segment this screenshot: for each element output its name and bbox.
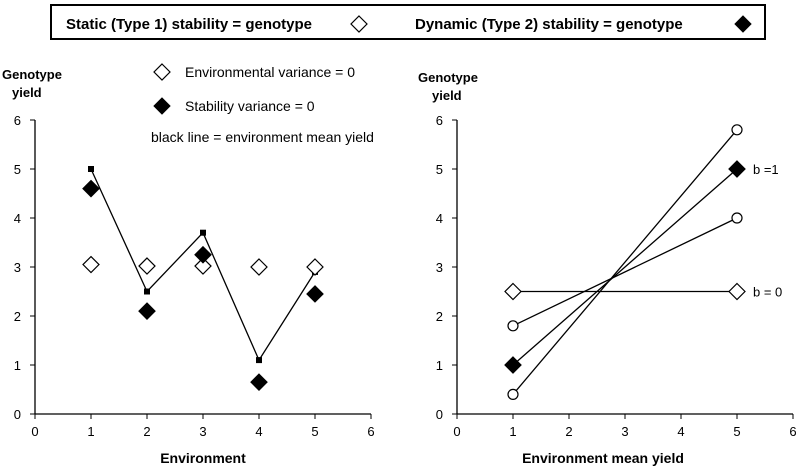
right-series-line — [512, 129, 738, 395]
right-data-point — [507, 320, 519, 332]
top-legend-box: Static (Type 1) stability = genotype Dyn… — [50, 4, 766, 40]
right-y-tick-label: 5 — [436, 162, 443, 177]
right-ylabel-line2: yield — [432, 88, 462, 103]
left-data-point — [82, 179, 100, 198]
left-data-point — [88, 166, 94, 172]
left-y-tick-label: 4 — [14, 211, 21, 226]
right-series-line — [512, 168, 738, 366]
right-data-point — [728, 160, 746, 178]
right-series-0: b = 0 — [504, 282, 782, 301]
right-series-label: b =1 — [753, 162, 779, 177]
right-x-tick-label: 5 — [733, 424, 740, 439]
left-x-tick-label: 1 — [87, 424, 94, 439]
right-x-tick-label: 2 — [565, 424, 572, 439]
left-y-tick-label: 0 — [14, 407, 21, 422]
right-x-tick-label: 6 — [789, 424, 796, 439]
left-data-point — [250, 258, 268, 276]
left-data-point — [138, 302, 156, 320]
right-data-point — [731, 212, 743, 224]
right-data-point — [504, 356, 522, 374]
right-y-tick-label: 6 — [436, 113, 443, 128]
right-x-tick-label: 1 — [509, 424, 516, 439]
left-data-point — [82, 255, 100, 274]
left-x-tick-label: 5 — [311, 424, 318, 439]
left-data-point — [194, 257, 212, 275]
left-x-tick-label: 2 — [143, 424, 150, 439]
legend-static-label: Static (Type 1) stability = genotype — [66, 16, 313, 33]
right-x-tick-label: 0 — [453, 424, 460, 439]
right-data-point — [504, 282, 522, 301]
left-data-point — [144, 288, 150, 295]
right-series-2 — [507, 124, 743, 400]
left-y-tick-label: 5 — [14, 162, 21, 177]
left-x-tick-label: 4 — [255, 424, 262, 439]
right-series-1: b =1 — [504, 160, 779, 374]
left-y-tick-label: 2 — [14, 309, 21, 324]
right-y-tick-label: 4 — [436, 211, 443, 226]
right-data-point — [731, 124, 743, 136]
right-y-tick-label: 1 — [436, 358, 443, 373]
left-x-tick-label: 6 — [367, 424, 374, 439]
left-ylabel-line2: yield — [12, 85, 42, 100]
inset-open-diamond-icon — [153, 63, 171, 81]
right-y-tick-label: 0 — [436, 407, 443, 422]
inset-env-variance-label: Environmental variance = 0 — [185, 64, 355, 80]
left-ylabel-line1: Genotype — [2, 67, 62, 82]
right-series-line — [512, 217, 738, 327]
left-data-point — [256, 357, 262, 364]
left-data-point — [250, 373, 268, 391]
legend-open-diamond-icon — [350, 15, 368, 33]
left-series-1 — [82, 255, 324, 276]
inset-line-note: black line = environment mean yield — [151, 129, 374, 145]
right-y-tick-label: 2 — [436, 309, 443, 324]
left-xlabel: Environment — [160, 450, 246, 466]
right-data-point — [507, 388, 519, 400]
left-data-point — [306, 285, 324, 303]
right-series-3 — [507, 212, 743, 332]
left-y-tick-label: 1 — [14, 358, 21, 373]
right-series-label: b = 0 — [753, 285, 782, 300]
right-y-tick-label: 3 — [436, 260, 443, 275]
chart-environment: Genotype yield Environment Environmental… — [2, 63, 375, 466]
right-ylabel-line1: Genotype — [418, 70, 478, 85]
inset-filled-diamond-icon — [153, 97, 171, 115]
left-data-point — [306, 258, 324, 276]
right-xlabel: Environment mean yield — [522, 450, 684, 466]
right-data-point — [728, 282, 746, 301]
legend-filled-diamond-icon — [734, 15, 752, 33]
inset-stab-variance-label: Stability variance = 0 — [185, 98, 315, 114]
left-y-tick-label: 6 — [14, 113, 21, 128]
right-x-tick-label: 4 — [677, 424, 684, 439]
legend-dynamic-label: Dynamic (Type 2) stability = genotype — [415, 16, 683, 33]
right-x-tick-label: 3 — [621, 424, 628, 439]
left-x-tick-label: 3 — [199, 424, 206, 439]
left-y-tick-label: 3 — [14, 260, 21, 275]
left-data-point — [138, 257, 156, 275]
left-series-2 — [82, 179, 324, 391]
left-x-tick-label: 0 — [31, 424, 38, 439]
chart-environment-mean-yield: Genotype yield Environment mean yield 0 1… — [418, 70, 797, 466]
left-data-point — [194, 245, 212, 264]
left-data-point — [200, 229, 206, 236]
